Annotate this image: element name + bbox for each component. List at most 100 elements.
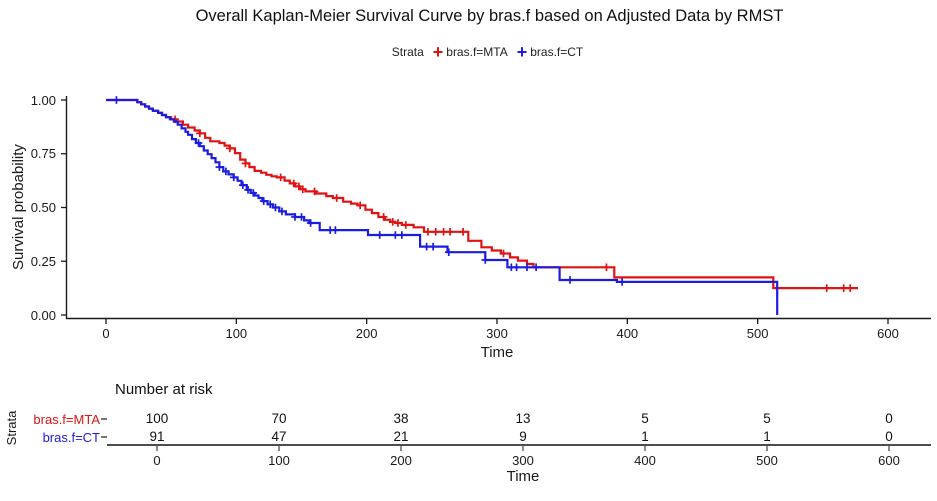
y-tick-label: 0.25 — [30, 253, 56, 269]
censor-mark-bras.f=MTA — [499, 249, 508, 258]
risk-row-label-mta: bras.f=MTA — [33, 412, 100, 427]
censor-mark-bras.f=CT — [244, 186, 252, 194]
risk-value-bras.f=MTA-t600: 0 — [885, 411, 893, 426]
risk-value-bras.f=CT-t300: 9 — [519, 429, 527, 444]
censor-mark-bras.f=CT — [481, 256, 490, 264]
x-tick-label: 500 — [746, 326, 769, 341]
risk-value-bras.f=MTA-t300: 13 — [515, 411, 531, 426]
censor-mark-bras.f=MTA — [602, 263, 611, 272]
censor-mark-bras.f=CT — [444, 248, 453, 257]
censor-mark-bras.f=MTA — [446, 227, 454, 236]
x-tick-label: 200 — [355, 326, 378, 341]
censor-mark-bras.f=MTA — [295, 182, 303, 191]
risk-value-bras.f=CT-t600: 0 — [885, 429, 893, 444]
censor-mark-bras.f=MTA — [276, 173, 285, 182]
risk-value-bras.f=CT-t500: 1 — [763, 429, 771, 444]
censor-mark-bras.f=CT — [278, 207, 286, 216]
censor-mark-bras.f=CT — [271, 203, 280, 212]
censor-mark-bras.f=CT — [523, 263, 531, 272]
risk-x-tick-label: 400 — [634, 453, 656, 468]
risk-x-tick-label: 100 — [268, 453, 290, 468]
censor-mark-bras.f=CT — [398, 231, 406, 239]
risk-table-x-axis-title: Time — [506, 468, 540, 485]
risk-value-bras.f=MTA-t400: 5 — [641, 411, 649, 426]
risk-value-bras.f=MTA-t0: 100 — [145, 411, 169, 426]
censor-mark-bras.f=MTA — [289, 179, 298, 188]
x-tick-label: 100 — [225, 326, 248, 341]
censor-mark-bras.f=CT — [512, 263, 521, 272]
y-tick-label: 1.00 — [30, 92, 56, 108]
risk-x-tick-label: 0 — [153, 453, 161, 468]
censor-mark-bras.f=CT — [229, 173, 238, 182]
censor-mark-bras.f=CT — [422, 242, 431, 251]
censor-mark-bras.f=CT — [297, 213, 306, 221]
x-axis-title: Time — [480, 344, 514, 361]
mta-plus-icon: + — [432, 42, 444, 62]
censor-mark-bras.f=MTA — [459, 227, 467, 236]
legend-item-ct: + bras.f=CT — [516, 42, 584, 62]
censor-mark-bras.f=MTA — [226, 144, 234, 153]
risk-value-bras.f=MTA-t500: 5 — [763, 411, 771, 426]
censor-mark-bras.f=CT — [429, 242, 437, 251]
chart-title: Overall Kaplan-Meier Survival Curve by b… — [195, 7, 784, 25]
risk-row-label-ct: bras.f=CT — [42, 430, 100, 445]
censor-mark-bras.f=MTA — [401, 221, 410, 229]
censor-mark-bras.f=CT — [306, 219, 315, 227]
risk-x-tick-label: 300 — [512, 453, 534, 468]
legend-title: Strata — [391, 45, 424, 59]
censor-mark-bras.f=MTA — [424, 227, 432, 236]
risk-value-bras.f=CT-t0: 91 — [149, 429, 165, 444]
legend: Strata + bras.f=MTA + bras.f=CT — [0, 42, 937, 62]
censor-mark-bras.f=CT — [266, 200, 275, 209]
survival-curve-bras.f=CT — [106, 98, 779, 315]
risk-x-tick-label: 500 — [756, 453, 778, 468]
censor-mark-bras.f=MTA — [839, 284, 848, 292]
censor-mark-bras.f=MTA — [431, 227, 440, 236]
censor-mark-bras.f=MTA — [822, 284, 831, 292]
censor-mark-bras.f=CT — [249, 189, 258, 197]
censor-mark-bras.f=CT — [222, 167, 230, 176]
risk-x-tick-label: 200 — [390, 453, 412, 468]
risk-x-tick-label: 600 — [878, 453, 900, 468]
risk-table-strata-axis-title: Strata — [4, 410, 19, 446]
y-tick-label: 0.00 — [30, 307, 56, 323]
censor-mark-bras.f=CT — [566, 276, 574, 284]
censor-mark-bras.f=MTA — [310, 187, 319, 196]
risk-value-bras.f=MTA-t100: 70 — [271, 411, 287, 426]
risk-value-bras.f=MTA-t200: 38 — [393, 411, 409, 426]
legend-item-ct-label: bras.f=CT — [530, 45, 584, 59]
y-tick-label: 0.50 — [30, 200, 56, 215]
censor-mark-bras.f=CT — [391, 231, 400, 239]
censor-mark-bras.f=MTA — [299, 185, 307, 194]
censor-mark-bras.f=CT — [239, 181, 247, 189]
censor-mark-bras.f=MTA — [388, 218, 397, 226]
censor-mark-bras.f=MTA — [241, 159, 250, 168]
censor-mark-bras.f=MTA — [332, 194, 341, 202]
censor-mark-bras.f=MTA — [846, 284, 855, 292]
ct-plus-icon: + — [516, 42, 528, 62]
x-tick-label: 0 — [102, 326, 110, 341]
censor-mark-bras.f=CT — [532, 263, 540, 272]
censor-mark-bras.f=CT — [375, 231, 384, 239]
risk-value-bras.f=CT-t200: 21 — [393, 429, 409, 444]
x-tick-label: 400 — [616, 326, 639, 341]
risk-value-bras.f=CT-t400: 1 — [641, 429, 649, 444]
censor-mark-bras.f=CT — [259, 197, 268, 205]
censor-mark-bras.f=CT — [618, 278, 626, 286]
censor-mark-bras.f=MTA — [196, 129, 204, 138]
y-tick-label: 0.75 — [30, 146, 56, 162]
censor-mark-bras.f=CT — [215, 163, 224, 171]
risk-table-title: Number at risk — [115, 381, 213, 398]
risk-value-bras.f=CT-t100: 47 — [271, 429, 287, 444]
censor-mark-bras.f=MTA — [394, 219, 402, 227]
censor-mark-bras.f=MTA — [356, 201, 364, 210]
censor-mark-bras.f=CT — [112, 96, 121, 104]
x-tick-label: 300 — [486, 326, 508, 341]
censor-mark-bras.f=CT — [331, 226, 340, 234]
x-tick-label: 600 — [877, 326, 899, 341]
censor-mark-bras.f=CT — [194, 139, 203, 147]
censor-mark-bras.f=CT — [291, 213, 299, 221]
legend-item-mta-label: bras.f=MTA — [446, 45, 508, 59]
